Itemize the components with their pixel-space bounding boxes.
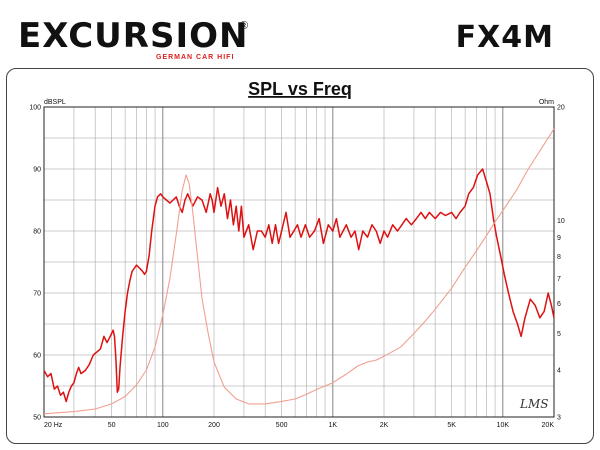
watermark: LMS (519, 397, 548, 411)
x-tick-label: 10K (497, 422, 510, 429)
y-tick-label: 70 (33, 291, 41, 298)
y-tick-label: 50 (33, 415, 41, 422)
brand-logo: EXCURSION ® GERMAN CAR HIFI (18, 16, 249, 61)
model-name: FX4M (455, 20, 554, 55)
brand-logo-text: EXCURSION (18, 16, 249, 56)
x-tick-label: 200 (208, 422, 220, 429)
y2-tick-label: 9 (557, 235, 561, 242)
x-tick-label: 20 Hz (44, 422, 63, 429)
chart-title: SPL vs Freq (248, 79, 352, 99)
y2-tick-label: 20 (557, 105, 565, 112)
x-tick-label: 2K (380, 422, 389, 429)
y-tick-label: 80 (33, 229, 41, 236)
x-tick-label: 1K (329, 422, 338, 429)
impedance-line (43, 128, 555, 415)
spl-line (43, 168, 555, 403)
x-tick-label: 5K (447, 422, 456, 429)
plot-frame (43, 106, 555, 418)
chart-panel (6, 68, 594, 444)
x-tick-label: 20K (542, 422, 555, 429)
y-axis-label: dBSPL (44, 99, 66, 106)
y2-axis-label: Ohm (539, 99, 554, 106)
y2-tick-label: 5 (557, 331, 561, 338)
y-tick-label: 90 (33, 167, 41, 174)
y-tick-label: 60 (33, 353, 41, 360)
y-tick-labels: 50 60 70 80 90 100 (29, 105, 41, 422)
x-tick-labels: 20 Hz 50 100 200 500 1K 2K 5K 10K 20K (44, 422, 554, 429)
y-tick-label: 100 (29, 105, 41, 112)
series-lines (43, 128, 555, 415)
x-tick-label: 100 (157, 422, 169, 429)
registered-mark: ® (240, 20, 249, 32)
y2-tick-label: 4 (557, 367, 561, 374)
y2-tick-label: 7 (557, 276, 561, 283)
brand-tagline: GERMAN CAR HIFI (156, 54, 235, 61)
y2-tick-label: 10 (557, 218, 565, 225)
x-tick-label: 50 (108, 422, 116, 429)
y2-tick-label: 6 (557, 301, 561, 308)
y2-tick-label: 8 (557, 254, 561, 261)
y2-tick-labels: 3 4 5 6 7 8 9 10 20 (557, 105, 565, 422)
x-tick-label: 500 (276, 422, 288, 429)
y2-tick-label: 3 (557, 415, 561, 422)
